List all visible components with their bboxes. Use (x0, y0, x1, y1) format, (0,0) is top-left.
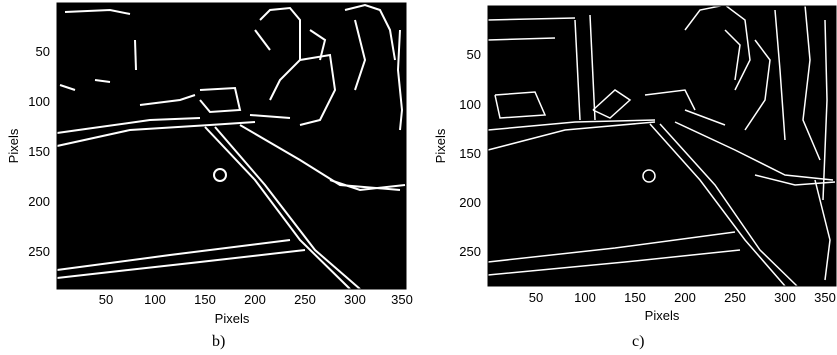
y-tick-label: 150 (28, 144, 50, 159)
y-tick-label: 200 (459, 195, 481, 210)
y-tick-label: 250 (28, 244, 50, 259)
x-tick-label: 100 (144, 292, 166, 307)
figure-panel-c: 50 100 150 200 250 50 100 150 200 250 30… (425, 0, 837, 355)
x-tick-label: 50 (529, 290, 543, 305)
x-tick-label: 200 (244, 292, 266, 307)
x-axis-label: Pixels (645, 308, 680, 323)
y-axis-label: Pixels (433, 128, 448, 163)
y-tick-label: 200 (28, 194, 50, 209)
x-tick-label: 300 (344, 292, 366, 307)
x-tick-label: 50 (99, 292, 113, 307)
x-tick-label: 150 (624, 290, 646, 305)
x-tick-label: 350 (814, 290, 836, 305)
y-tick-labels-b: 50 100 150 200 250 (28, 44, 50, 259)
x-tick-labels-b: 50 100 150 200 250 300 350 (99, 292, 413, 307)
y-tick-label: 50 (36, 44, 50, 59)
y-tick-labels-c: 50 100 150 200 250 (459, 47, 481, 259)
x-tick-label: 300 (774, 290, 796, 305)
x-tick-labels-c: 50 100 150 200 250 300 350 (529, 290, 836, 305)
figure-panel-b: 50 100 150 200 250 50 100 150 200 250 30… (6, 2, 413, 350)
x-tick-label: 350 (391, 292, 413, 307)
x-tick-label: 250 (294, 292, 316, 307)
x-tick-label: 250 (724, 290, 746, 305)
panel-caption: b) (212, 333, 226, 350)
y-tick-label: 100 (28, 94, 50, 109)
x-tick-label: 100 (574, 290, 596, 305)
x-axis-label: Pixels (215, 311, 250, 326)
y-tick-label: 250 (459, 244, 481, 259)
y-axis-label: Pixels (6, 128, 21, 163)
y-tick-label: 150 (459, 146, 481, 161)
edge-lines (56, 3, 406, 290)
y-tick-label: 50 (467, 47, 481, 62)
edge-map-image (488, 6, 836, 286)
panel-b-svg: 50 100 150 200 250 50 100 150 200 250 30… (6, 2, 413, 326)
x-tick-label: 150 (194, 292, 216, 307)
edge-lines (487, 4, 836, 287)
panel-c-svg: 50 100 150 200 250 50 100 150 200 250 30… (433, 4, 837, 323)
y-tick-label: 100 (459, 97, 481, 112)
panel-caption: c) (632, 333, 645, 350)
x-tick-label: 200 (674, 290, 696, 305)
